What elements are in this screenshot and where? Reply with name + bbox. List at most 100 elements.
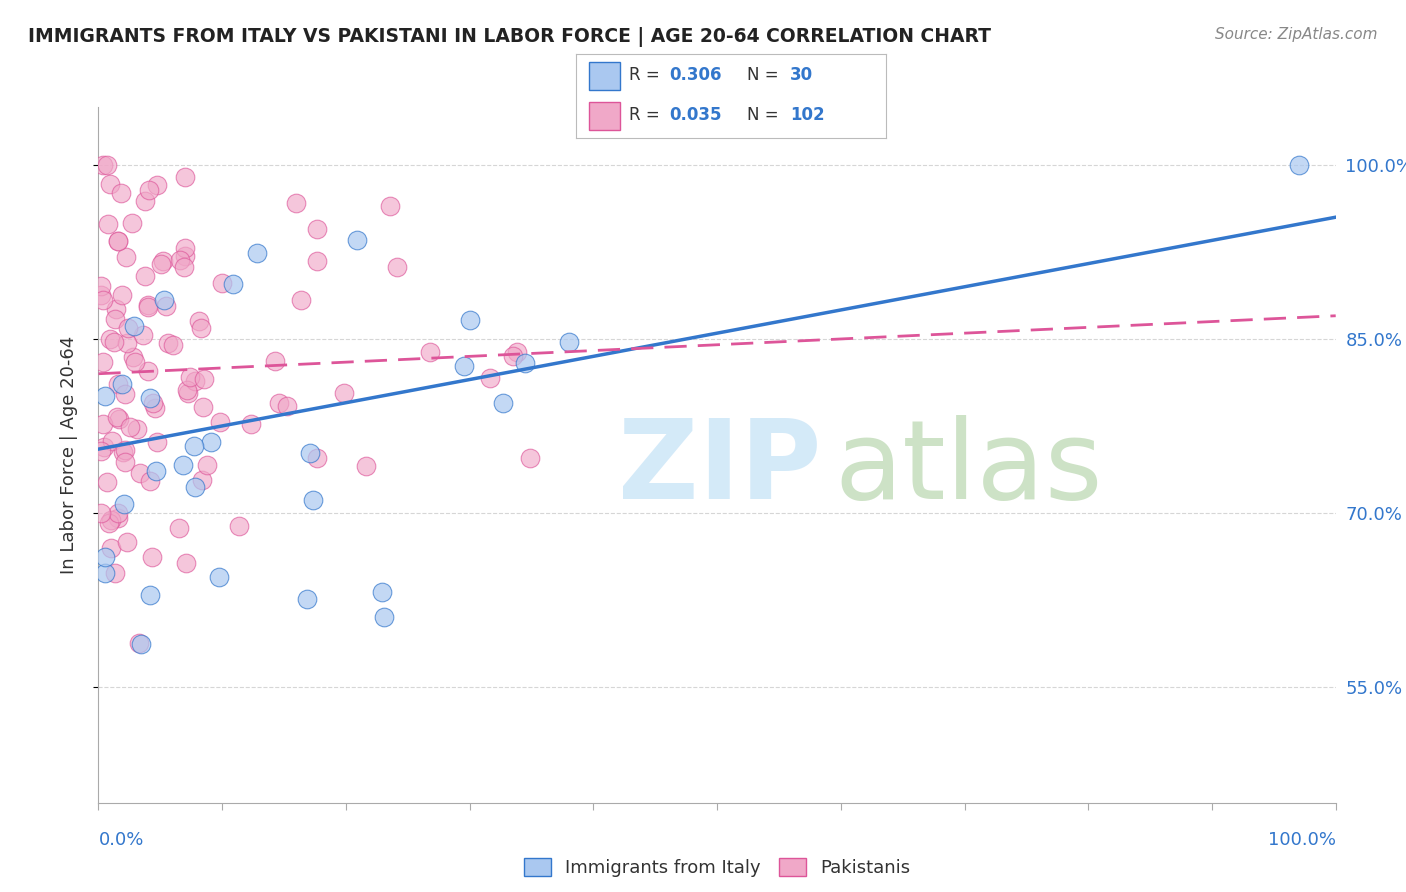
Bar [589,102,620,130]
Point [295,592,318,607]
Point [114,387,136,401]
Point [136,297,159,311]
Point [90,507,112,521]
Text: N =: N = [747,66,783,84]
Point [111,445,134,459]
Point [153,293,176,308]
Point [211,276,233,290]
Point [1288,158,1310,172]
Point [172,458,194,472]
Point [191,400,214,414]
Point [176,556,198,570]
Point [506,345,529,359]
Point [111,377,134,392]
Point [98,516,121,531]
Point [136,364,159,378]
Point [122,350,145,364]
Point [110,186,132,201]
Point [177,385,200,400]
Text: 0.306: 0.306 [669,66,721,84]
Point [191,473,214,487]
Point [107,234,129,248]
Point [93,440,115,454]
Point [107,511,129,525]
Point [460,313,482,327]
Point [179,370,201,384]
Point [195,458,218,473]
Point [307,222,329,236]
Text: R =: R = [628,106,665,124]
Point [138,183,160,197]
Point [134,194,156,208]
Point [107,376,129,391]
Point [285,196,308,211]
Point [90,444,112,458]
Point [187,314,209,328]
Text: ZIP: ZIP [619,416,821,523]
Point [208,415,231,429]
Point [354,458,377,473]
Point [333,385,356,400]
Point [302,492,325,507]
Point [93,389,115,403]
Point [152,253,174,268]
Point [169,252,191,267]
Point [299,446,322,460]
Point [222,277,245,291]
Point [114,455,136,469]
Point [115,250,138,264]
Point [146,178,169,192]
Text: atlas: atlas [835,416,1104,523]
Point [131,328,153,343]
Point [134,269,156,284]
Text: N =: N = [747,106,783,124]
Point [90,278,112,293]
Point [129,637,152,651]
Point [93,566,115,580]
Point [100,513,122,527]
Point [557,335,579,350]
Point [492,396,515,410]
Point [120,419,142,434]
Text: Source: ZipAtlas.com: Source: ZipAtlas.com [1215,27,1378,42]
Point [155,299,177,313]
Text: R =: R = [628,66,665,84]
Point [419,345,441,359]
Text: 0.035: 0.035 [669,106,721,124]
Point [183,480,205,494]
Point [173,260,195,275]
Point [105,409,128,424]
Point [515,356,537,370]
Text: 100.0%: 100.0% [1268,830,1336,848]
Point [139,475,162,489]
Point [478,371,501,385]
Point [228,519,250,533]
Point [267,396,290,410]
Point [124,355,146,369]
Point [91,158,114,172]
Point [167,520,190,534]
Point [108,411,131,425]
Point [276,399,298,413]
Point [93,549,115,564]
Point [145,401,167,416]
Point [104,566,127,581]
Point [139,588,162,602]
Point [93,355,115,369]
Point [136,300,159,314]
Point [91,417,114,432]
Point [121,216,143,230]
Point [370,584,392,599]
Point [174,241,197,255]
Point [98,332,121,346]
Point [117,335,139,350]
Point [240,417,263,431]
Point [502,349,524,363]
Point [146,435,169,450]
Point [90,288,112,302]
Point [117,321,139,335]
Bar [589,62,620,90]
Point [91,293,114,307]
Y-axis label: In Labor Force | Age 20-64: In Labor Force | Age 20-64 [59,335,77,574]
Point [346,233,368,247]
